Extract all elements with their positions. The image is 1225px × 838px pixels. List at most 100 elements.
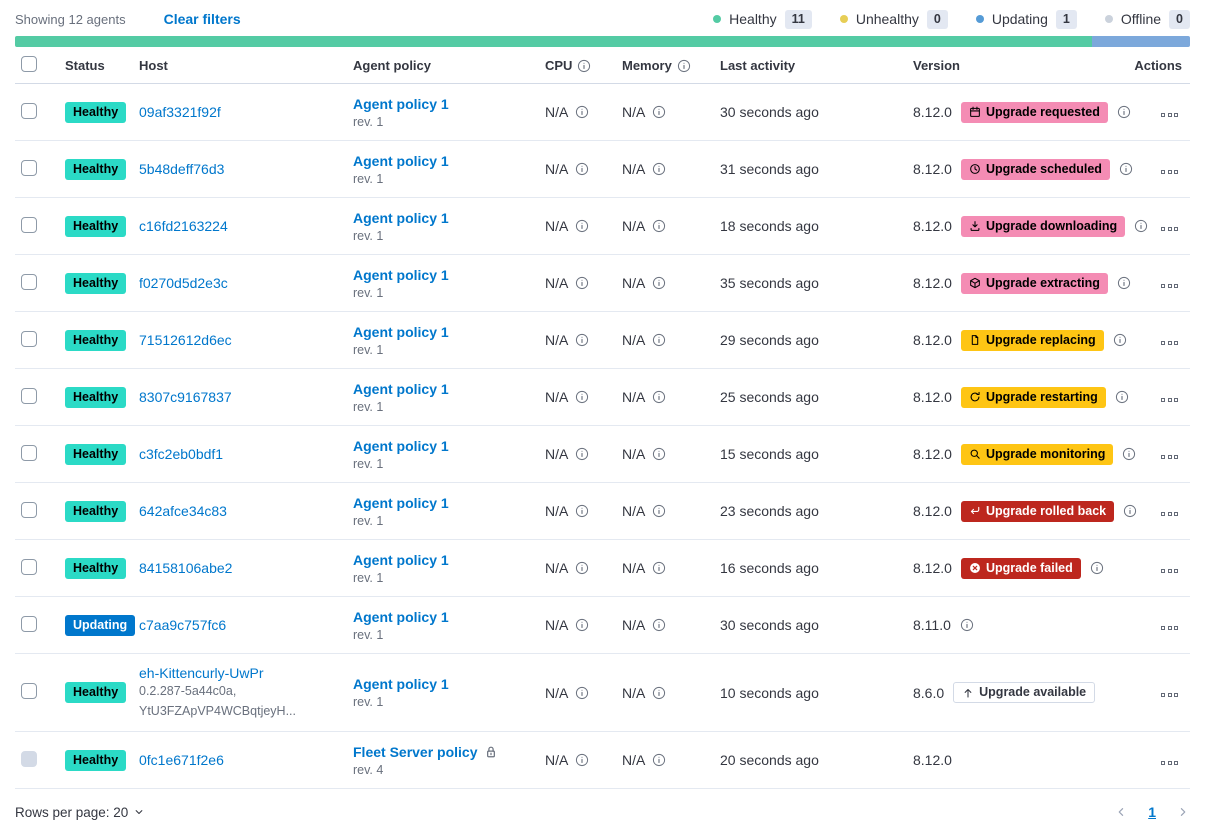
row-checkbox[interactable] — [21, 273, 37, 290]
agent-actions-button[interactable] — [1157, 508, 1182, 520]
agent-policy-link[interactable]: Agent policy 1 — [353, 494, 449, 511]
agent-policy-link[interactable]: Agent policy 1 — [353, 608, 449, 625]
agent-policy-link[interactable]: Agent policy 1 — [353, 380, 449, 397]
agent-actions-button[interactable] — [1157, 565, 1182, 577]
agent-host-link[interactable]: 84158106abe2 — [139, 560, 233, 576]
agent-policy-link[interactable]: Fleet Server policy — [353, 743, 478, 760]
agent-actions-button[interactable] — [1157, 689, 1182, 701]
memory-info-tooltip[interactable] — [652, 390, 666, 404]
cpu-info-tooltip[interactable] — [575, 333, 589, 347]
cpu-info-tooltip[interactable] — [575, 504, 589, 518]
agent-host-link[interactable]: 5b48deff76d3 — [139, 161, 225, 177]
agent-host-link[interactable]: c3fc2eb0bdf1 — [139, 446, 224, 462]
info-icon — [1119, 162, 1133, 176]
memory-info-tooltip[interactable] — [652, 447, 666, 461]
agent-policy-link[interactable]: Agent policy 1 — [353, 551, 449, 568]
cpu-info-tooltip[interactable] — [575, 162, 589, 176]
agent-host-link[interactable]: 71512612d6ec — [139, 332, 232, 348]
agent-host-link[interactable]: eh-Kittencurly-UwPr — [139, 665, 264, 681]
agent-policy-link[interactable]: Agent policy 1 — [353, 323, 449, 340]
clear-filters-link[interactable]: Clear filters — [163, 11, 241, 27]
agent-host-link[interactable]: c7aa9c757fc6 — [139, 617, 227, 633]
memory-info-tooltip[interactable] — [652, 105, 666, 119]
upgrade-info-tooltip[interactable] — [1119, 162, 1133, 176]
agent-actions-button[interactable] — [1157, 166, 1182, 178]
row-checkbox[interactable] — [21, 330, 37, 347]
column-info-tooltip[interactable] — [577, 59, 591, 73]
memory-info-tooltip[interactable] — [652, 162, 666, 176]
upgrade-info-tooltip[interactable] — [1122, 447, 1136, 461]
row-checkbox[interactable] — [21, 216, 37, 233]
row-checkbox[interactable] — [21, 102, 37, 119]
agent-actions-button[interactable] — [1157, 337, 1182, 349]
agent-policy-link[interactable]: Agent policy 1 — [353, 209, 449, 226]
agent-policy-link[interactable]: Agent policy 1 — [353, 266, 449, 283]
cpu-info-tooltip[interactable] — [575, 561, 589, 575]
agent-actions-button[interactable] — [1157, 280, 1182, 292]
column-info-tooltip[interactable] — [677, 59, 691, 73]
row-checkbox[interactable] — [21, 615, 37, 632]
legend-item-healthy[interactable]: Healthy 11 — [713, 9, 812, 29]
upgrade-info-tooltip[interactable] — [960, 618, 974, 632]
memory-info-tooltip[interactable] — [652, 686, 666, 700]
legend-item-offline[interactable]: Offline 0 — [1104, 9, 1190, 29]
agent-actions-button[interactable] — [1157, 109, 1182, 121]
cpu-info-tooltip[interactable] — [575, 447, 589, 461]
cpu-info-tooltip[interactable] — [575, 219, 589, 233]
previous-page-button[interactable] — [1114, 805, 1128, 819]
cpu-value: N/A — [545, 332, 569, 348]
row-checkbox[interactable] — [21, 387, 37, 404]
cpu-info-tooltip[interactable] — [575, 753, 589, 767]
agent-policy-link[interactable]: Agent policy 1 — [353, 95, 449, 112]
upgrade-info-tooltip[interactable] — [1134, 219, 1148, 233]
memory-info-tooltip[interactable] — [652, 753, 666, 767]
memory-info-tooltip[interactable] — [652, 504, 666, 518]
agent-actions-button[interactable] — [1157, 622, 1182, 634]
memory-info-tooltip[interactable] — [652, 618, 666, 632]
agent-actions-button[interactable] — [1157, 757, 1182, 769]
memory-info-tooltip[interactable] — [652, 219, 666, 233]
info-icon — [576, 753, 589, 767]
upgrade-info-tooltip[interactable] — [1117, 105, 1131, 119]
upgrade-info-tooltip[interactable] — [1090, 561, 1104, 575]
cpu-info-tooltip[interactable] — [575, 105, 589, 119]
select-all-checkbox[interactable] — [21, 56, 37, 72]
agent-version: 8.12.0 — [913, 275, 952, 291]
row-checkbox[interactable] — [21, 683, 37, 699]
memory-info-tooltip[interactable] — [652, 276, 666, 290]
agent-host-link[interactable]: c16fd2163224 — [139, 218, 228, 234]
next-page-button[interactable] — [1176, 805, 1190, 819]
row-checkbox[interactable] — [21, 501, 37, 518]
row-checkbox — [21, 750, 37, 767]
cpu-info-tooltip[interactable] — [575, 686, 589, 700]
agent-actions-button[interactable] — [1157, 223, 1182, 235]
page-number-1[interactable]: 1 — [1148, 804, 1156, 820]
memory-info-tooltip[interactable] — [652, 333, 666, 347]
row-checkbox[interactable] — [21, 558, 37, 575]
row-checkbox[interactable] — [21, 444, 37, 461]
agent-actions-button[interactable] — [1157, 394, 1182, 406]
memory-info-tooltip[interactable] — [652, 561, 666, 575]
cpu-info-tooltip[interactable] — [575, 618, 589, 632]
upgrade-info-tooltip[interactable] — [1115, 390, 1129, 404]
legend-item-unhealthy[interactable]: Unhealthy 0 — [839, 9, 948, 29]
agent-host-link[interactable]: 8307c9167837 — [139, 389, 232, 405]
upgrade-info-tooltip[interactable] — [1123, 504, 1137, 518]
agent-policy-link[interactable]: Agent policy 1 — [353, 437, 449, 454]
agent-host-link[interactable]: 0fc1e671f2e6 — [139, 752, 224, 768]
cpu-info-tooltip[interactable] — [575, 276, 589, 290]
agent-host-link[interactable]: 642afce34c83 — [139, 503, 227, 519]
legend-item-updating[interactable]: Updating 1 — [975, 9, 1077, 29]
policy-revision: rev. 1 — [353, 114, 384, 129]
column-header-agent-policy: Agent policy — [345, 47, 537, 84]
agent-host-link[interactable]: f0270d5d2e3c — [139, 275, 228, 291]
rows-per-page-button[interactable]: Rows per page: 20 — [15, 805, 145, 820]
upgrade-info-tooltip[interactable] — [1113, 333, 1127, 347]
upgrade-info-tooltip[interactable] — [1117, 276, 1131, 290]
cpu-info-tooltip[interactable] — [575, 390, 589, 404]
agent-policy-link[interactable]: Agent policy 1 — [353, 152, 449, 169]
agent-host-link[interactable]: 09af3321f92f — [139, 104, 221, 120]
row-checkbox[interactable] — [21, 159, 37, 176]
agent-policy-link[interactable]: Agent policy 1 — [353, 676, 449, 692]
agent-actions-button[interactable] — [1157, 451, 1182, 463]
